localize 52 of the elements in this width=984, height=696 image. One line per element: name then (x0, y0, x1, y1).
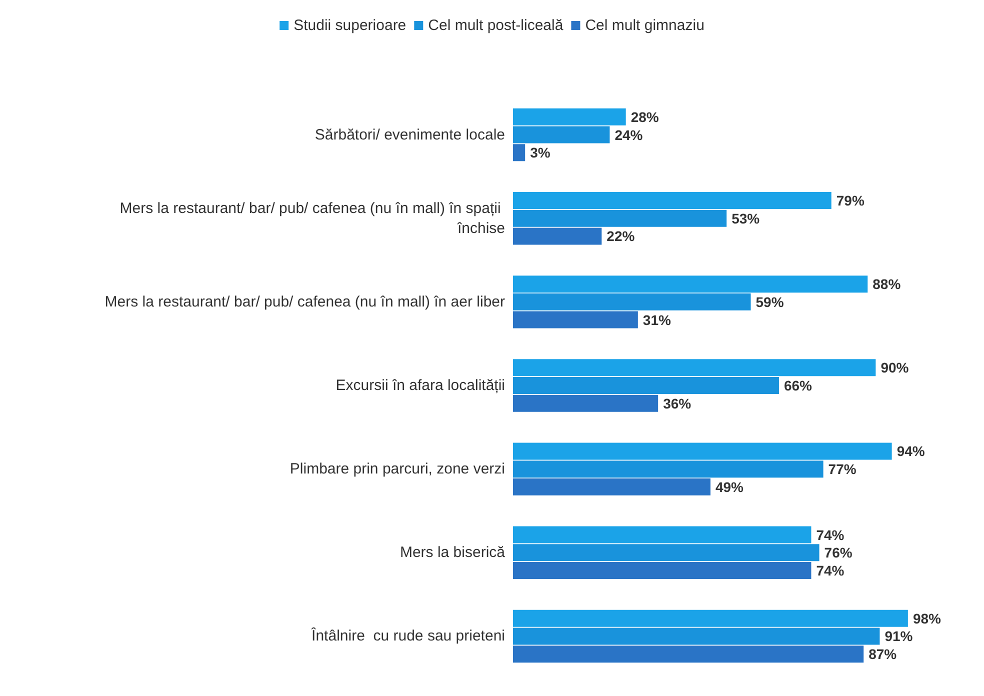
bar (513, 293, 751, 310)
legend-label: Cel mult gimnaziu (585, 17, 704, 34)
data-label: 94% (896, 443, 926, 460)
bar (513, 276, 868, 293)
data-label: 59% (756, 294, 784, 310)
bar (513, 646, 864, 663)
data-label: 79% (836, 192, 865, 209)
data-label: 91% (884, 628, 914, 644)
data-label: 66% (784, 378, 813, 394)
y-tick-label: Mers la restaurant/ bar/ pub/ cafenea (nu în mall) în aer liber (104, 293, 505, 310)
data-label: 3% (530, 144, 551, 161)
y-tick-label: Mers la restaurant/ bar/ pub/ cafenea (nu în mall) în spații închise (120, 200, 505, 237)
bar (513, 442, 892, 460)
bar (513, 108, 626, 126)
data-label: 87% (868, 646, 898, 662)
bar (513, 228, 602, 245)
bar (513, 544, 820, 562)
y-tick-label: Plimbare prin parcuri, zone verzi (290, 460, 505, 478)
data-label: 28% (630, 108, 660, 125)
legend-label: Studii superioare (294, 17, 406, 34)
bar (513, 628, 880, 645)
bar (513, 526, 812, 544)
bar (513, 144, 526, 162)
bar (513, 311, 638, 328)
bar (513, 377, 779, 394)
bar (513, 562, 812, 579)
bar (513, 610, 908, 627)
data-label: 49% (715, 478, 744, 495)
data-label: 98% (912, 610, 942, 626)
data-label: 24% (614, 126, 644, 143)
data-label: 77% (828, 461, 857, 478)
legend-label: Cel mult post-liceală (428, 17, 564, 34)
y-tick-label: Excursii în afara localității (336, 377, 505, 394)
bar (513, 359, 876, 376)
data-label: 74% (816, 562, 845, 578)
bar (513, 192, 832, 210)
data-label: 76% (824, 544, 853, 561)
y-tick-label: Întâlnire cu rude sau prieteni (310, 626, 505, 645)
data-label: 36% (663, 395, 692, 412)
y-tick-label: Mers la biserică (400, 544, 506, 562)
bar (513, 460, 824, 478)
data-label: 22% (606, 228, 636, 244)
data-label: 31% (642, 312, 672, 328)
bar (513, 210, 727, 227)
data-label: 53% (732, 210, 760, 226)
bar (513, 478, 710, 496)
y-tick-label: Sărbători/ evenimente locale (314, 126, 505, 144)
data-label: 88% (872, 276, 902, 292)
bar (513, 126, 610, 144)
data-label: 90% (880, 360, 910, 376)
bar (513, 394, 658, 412)
data-label: 74% (816, 526, 845, 543)
